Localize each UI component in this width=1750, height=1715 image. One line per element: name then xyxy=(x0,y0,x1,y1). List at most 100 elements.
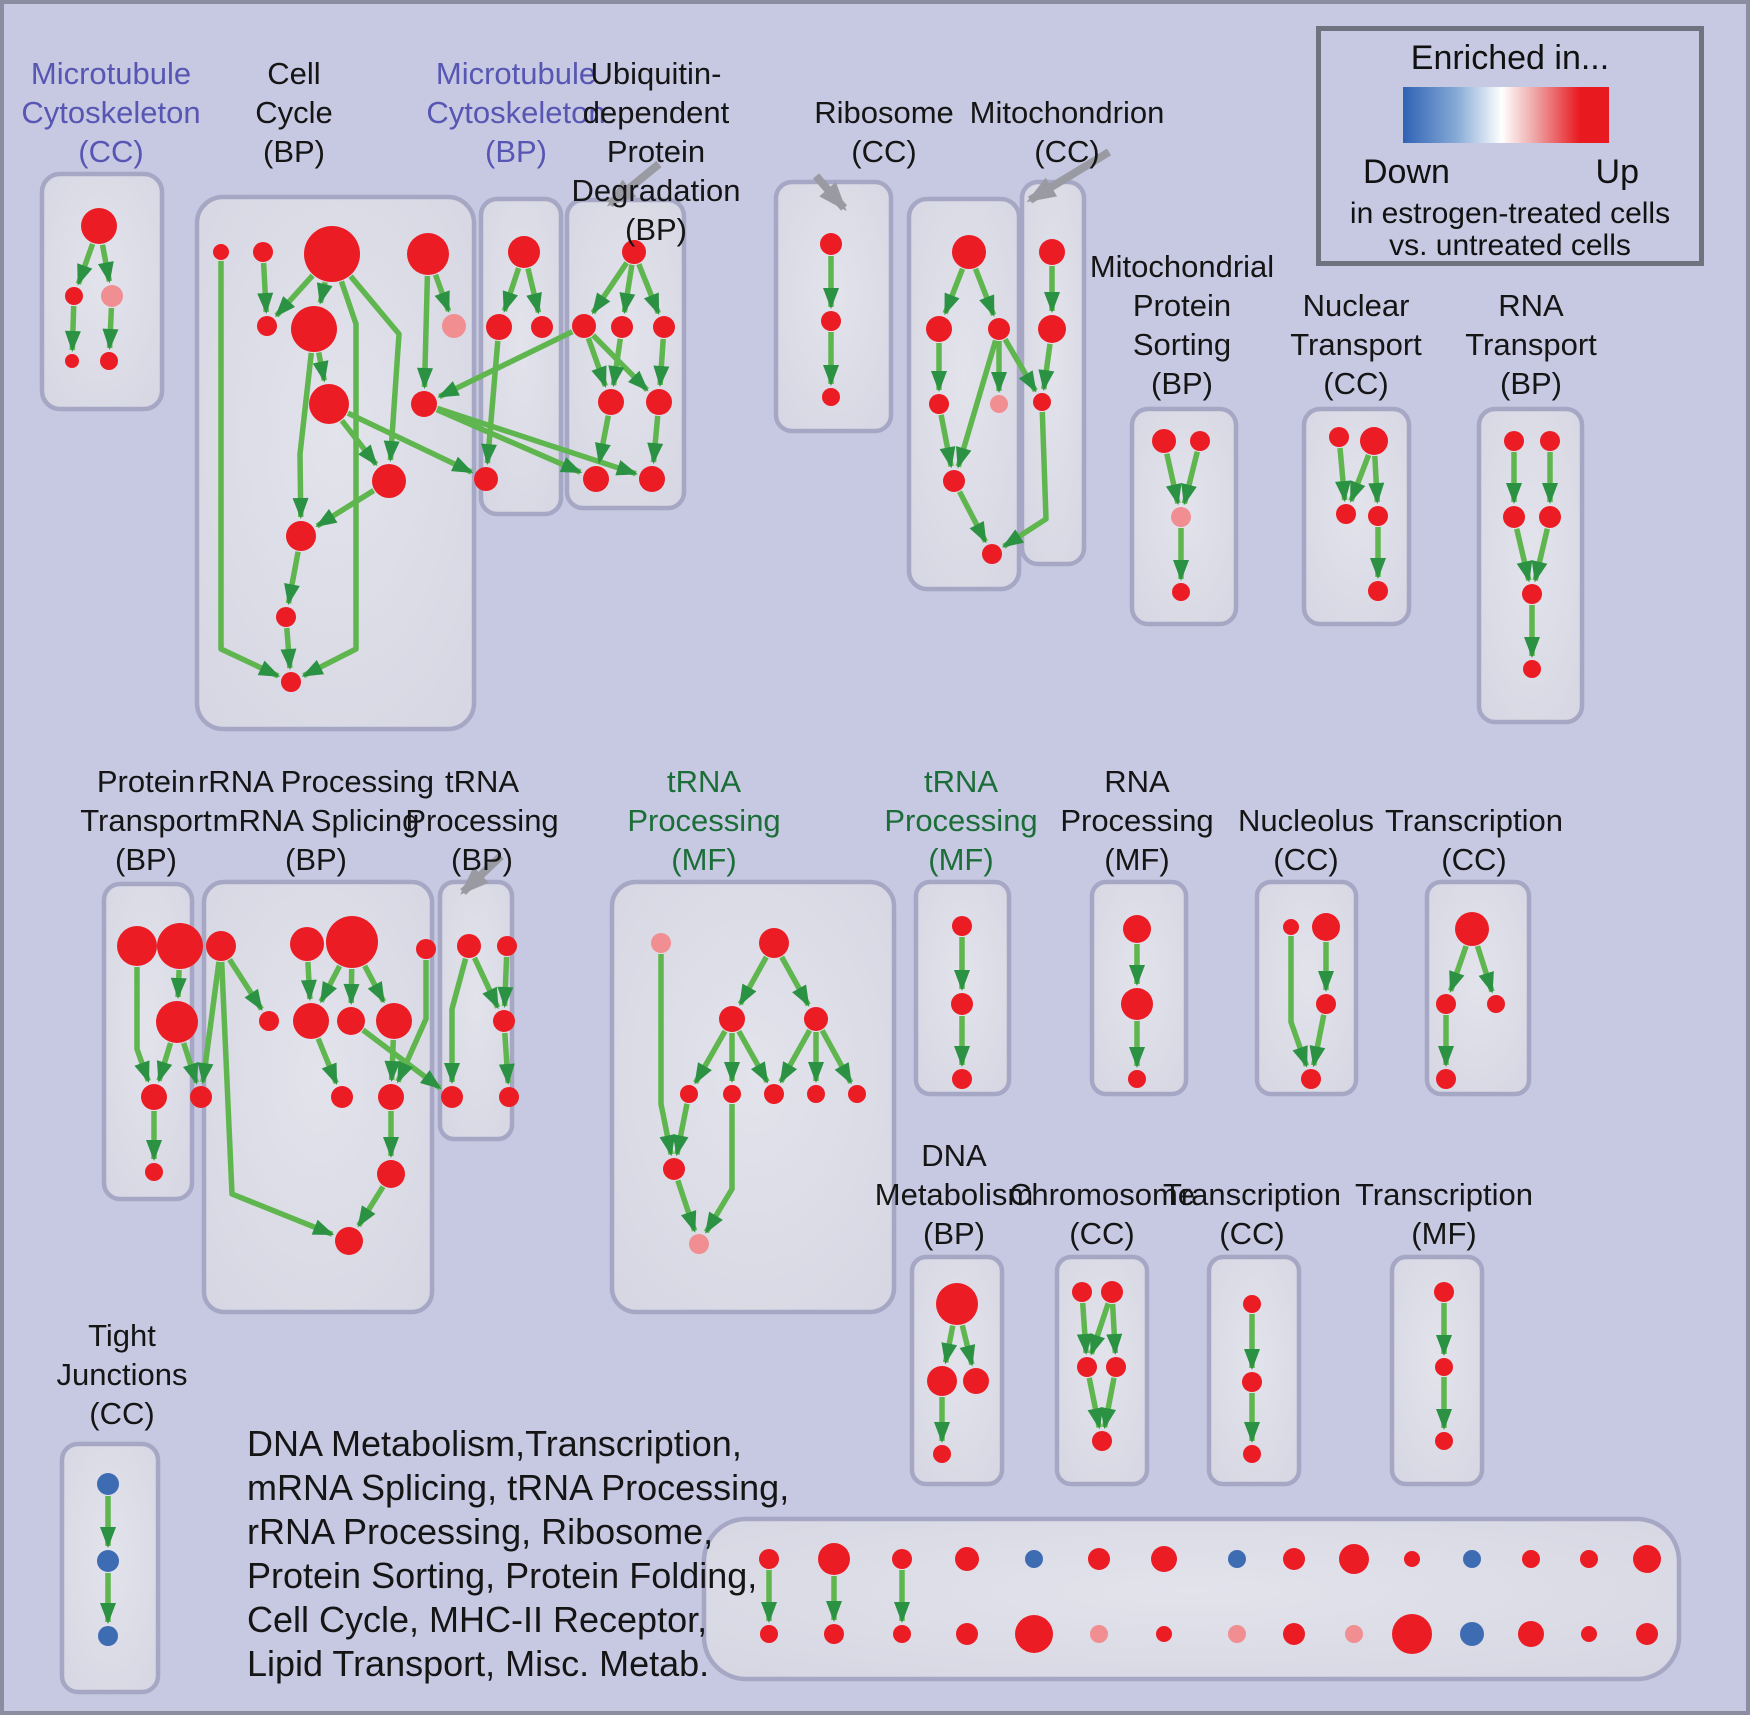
gene-node-c10 xyxy=(372,464,406,498)
edge-arrow xyxy=(1038,343,1055,392)
gene-node-q1 xyxy=(1039,239,1065,265)
edge-arrow xyxy=(736,1029,770,1084)
gene-node-j2 xyxy=(1435,1358,1453,1376)
label-transcription-cc-b: Transcription (CC) xyxy=(1162,1177,1342,1251)
edge-arrow xyxy=(97,244,114,284)
gene-node-r4 xyxy=(929,394,949,414)
gene-node-x1 xyxy=(1123,915,1151,943)
gene-node-w2 xyxy=(951,993,973,1015)
gene-node-n1 xyxy=(1329,427,1349,447)
gene-node-m3 xyxy=(531,316,553,338)
gene-node-n4 xyxy=(1368,506,1388,526)
edge-arrow xyxy=(497,956,514,1008)
gene-node-v2 xyxy=(821,311,841,331)
gene-node-um2 xyxy=(646,389,672,415)
gene-node-bt15 xyxy=(1633,1545,1661,1573)
edge-arrow xyxy=(1086,1377,1104,1430)
gene-node-gl3 xyxy=(377,1160,405,1188)
edge-arrow xyxy=(75,242,96,286)
edge-arrow xyxy=(1335,447,1351,503)
edge-arrow xyxy=(292,352,315,519)
label-protein-transport-bp: Protein Transport (BP) xyxy=(80,764,212,877)
edge-arrow xyxy=(1181,451,1200,506)
label-ubiquitin-dependent-protein-degradation-bp: Ubiquitin- dependent Protein Degradation… xyxy=(571,56,741,247)
label-transcription-mf: Transcription (MF) xyxy=(1354,1177,1534,1251)
edge-arrow xyxy=(346,410,474,475)
gene-node-c2 xyxy=(253,242,273,262)
gene-node-bb10 xyxy=(1345,1625,1363,1643)
gene-node-a4 xyxy=(65,354,79,368)
gene-node-gm3 xyxy=(376,1003,412,1039)
gene-node-c7 xyxy=(442,314,466,338)
gene-node-bt5 xyxy=(1025,1550,1043,1568)
gene-node-bt1 xyxy=(759,1549,779,1569)
edge-arrow xyxy=(316,281,333,305)
gene-node-v1 xyxy=(820,233,842,255)
gene-node-w3 xyxy=(952,1069,972,1089)
cluster-box xyxy=(701,1516,1682,1682)
label-trna-processing-bp: tRNA Processing (BP) xyxy=(405,764,559,877)
gene-node-gm1 xyxy=(293,1003,329,1039)
gene-node-bb11 xyxy=(1392,1614,1432,1654)
edge-arrow xyxy=(942,267,966,316)
gene-node-m4 xyxy=(474,467,498,491)
edge-arrow xyxy=(384,1039,401,1082)
gene-node-c3 xyxy=(304,226,360,282)
gene-node-fa xyxy=(719,1006,745,1032)
cluster-box xyxy=(609,879,897,1315)
gene-node-p4 xyxy=(141,1084,167,1110)
gene-node-e1 xyxy=(1072,1282,1092,1302)
edge-arrow xyxy=(675,1179,698,1233)
gene-node-r5 xyxy=(990,395,1008,413)
legend-title: Enriched in... xyxy=(1410,39,1610,77)
gene-node-d1 xyxy=(936,1283,978,1325)
label-cell-cycle-bp: Cell Cycle (BP) xyxy=(255,56,333,169)
edge-arrow xyxy=(779,955,811,1007)
edge-arrow xyxy=(315,488,376,529)
label-nuclear-transport-cc: Nuclear Transport (CC) xyxy=(1290,288,1422,401)
edge-arrow xyxy=(284,551,301,606)
cluster-box xyxy=(1206,1254,1302,1487)
gene-node-j1 xyxy=(1434,1282,1454,1302)
gene-node-v3 xyxy=(822,388,840,406)
callout-arrow xyxy=(812,173,848,212)
gene-node-y4 xyxy=(1301,1069,1321,1089)
cluster-box xyxy=(1301,406,1412,627)
edge-arrow xyxy=(1309,1014,1327,1068)
gene-node-gb xyxy=(335,1227,363,1255)
gene-node-e5 xyxy=(1092,1431,1112,1451)
gene-node-j3 xyxy=(1435,1432,1453,1450)
edge-arrow xyxy=(416,275,433,389)
gene-node-tj1 xyxy=(97,1473,119,1495)
edge-arrow xyxy=(1448,945,1469,993)
gene-node-z3 xyxy=(1487,995,1505,1013)
legend-subtitle-2: vs. untreated cells xyxy=(1389,229,1631,262)
gene-node-z1 xyxy=(1455,912,1489,946)
edge-arrow xyxy=(435,407,583,475)
gene-node-c5 xyxy=(257,316,277,336)
gene-node-fr1 xyxy=(680,1085,698,1103)
label-transcription-cc-a: Transcription (CC) xyxy=(1384,803,1564,877)
label-rna-processing-mf: RNA Processing (MF) xyxy=(1060,764,1214,877)
gene-node-q2 xyxy=(1038,315,1066,343)
edge-arrow xyxy=(595,415,612,465)
gene-node-ut xyxy=(622,240,646,264)
gene-node-hm xyxy=(493,1010,515,1032)
edge-arrow xyxy=(318,964,343,1004)
gene-node-d4 xyxy=(933,1445,951,1463)
gene-node-t2 xyxy=(1540,431,1560,451)
gene-node-fr5 xyxy=(848,1085,866,1103)
gene-node-gl0 xyxy=(190,1086,212,1108)
edge-arrow xyxy=(181,1042,200,1085)
gene-node-d3 xyxy=(963,1368,989,1394)
gene-node-c8 xyxy=(309,384,349,424)
gene-node-z4 xyxy=(1436,1069,1456,1089)
gene-node-gm0 xyxy=(259,1011,279,1031)
edge-arrow xyxy=(959,1324,976,1367)
gene-node-tj2 xyxy=(97,1550,119,1572)
edge-arrow xyxy=(437,329,574,400)
gene-node-bb5 xyxy=(1015,1615,1053,1653)
edge-arrow xyxy=(481,340,501,466)
gene-node-c13 xyxy=(281,672,301,692)
edge-arrow xyxy=(280,627,297,670)
